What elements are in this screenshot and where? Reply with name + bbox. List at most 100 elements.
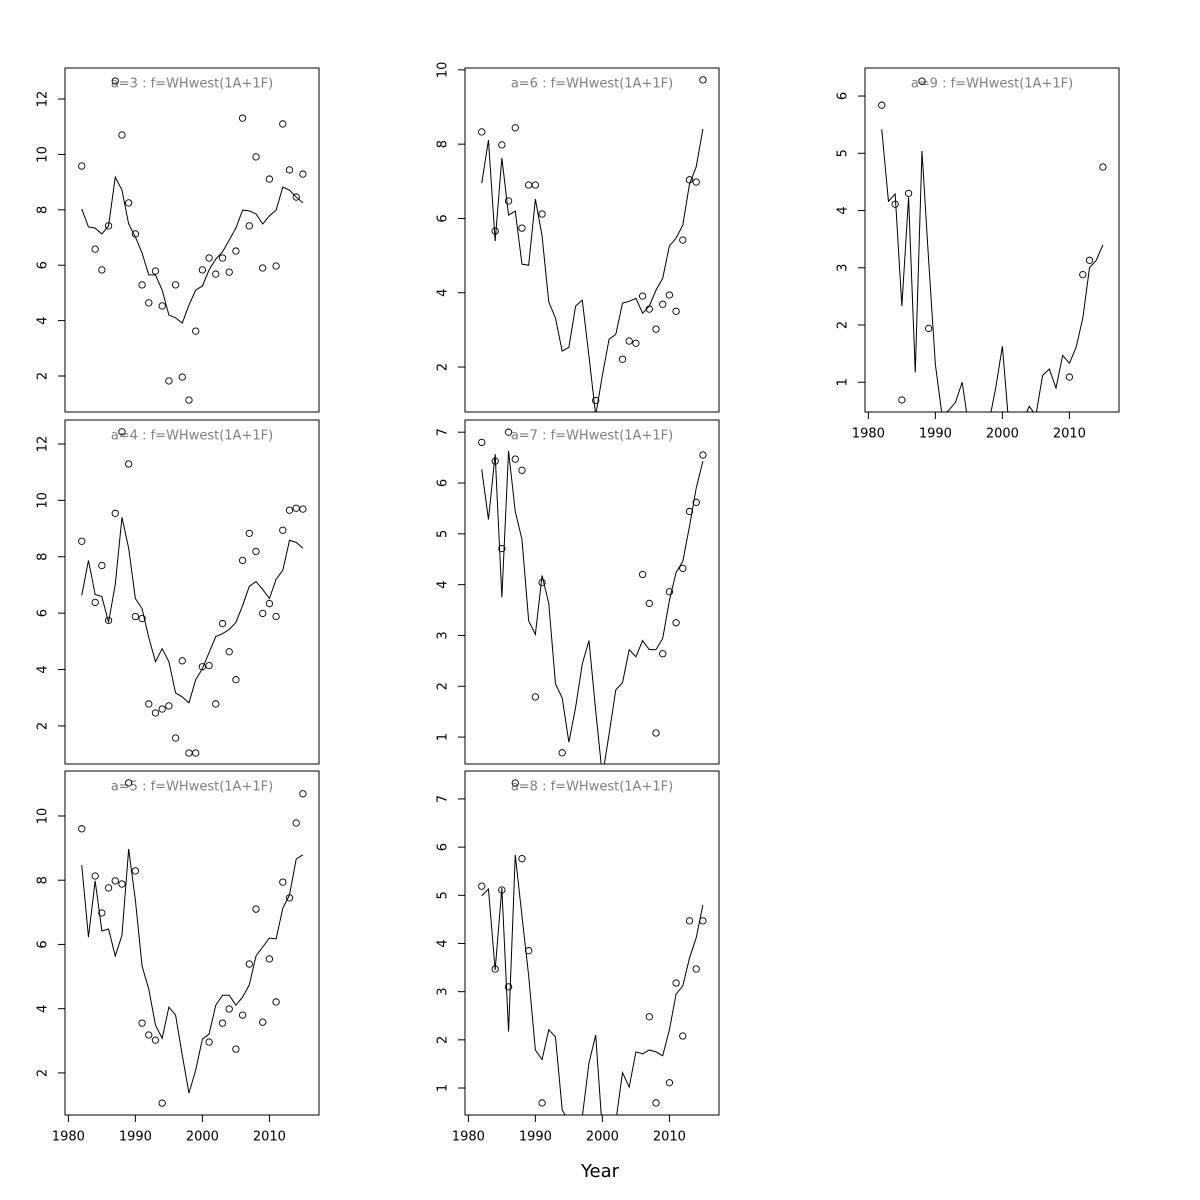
observed-point — [652, 729, 660, 737]
panel: a=5 : f=WHwest(1A+1F) 2 4 6 8 10 1980 1990 2000 2… — [36, 770, 320, 1145]
y-tick-label: 6 — [36, 609, 51, 617]
observed-point — [192, 749, 200, 757]
x-tick-label: 2010 — [1053, 427, 1086, 442]
plot-area — [78, 428, 307, 757]
observed-point — [131, 612, 140, 621]
observed-point — [238, 114, 247, 122]
observed-point — [131, 230, 140, 238]
observed-point — [699, 917, 707, 925]
fitted-line — [481, 854, 704, 1115]
fitted-line — [481, 128, 704, 412]
y-tick-label: 4 — [436, 939, 451, 947]
observed-point — [511, 779, 519, 787]
observed-point — [679, 236, 687, 244]
observed-point — [299, 505, 307, 513]
observed-point — [531, 181, 540, 189]
y-tick-label: 5 — [436, 891, 451, 899]
y-tick-label: 12 — [36, 91, 51, 108]
observed-point — [238, 556, 247, 565]
x-axis-label: Year — [580, 1161, 620, 1182]
y-tick-label: 6 — [36, 261, 51, 269]
observed-point — [898, 396, 906, 404]
observed-point — [685, 917, 694, 925]
x-tick-label: 2000 — [586, 1130, 619, 1145]
observed-point — [111, 509, 119, 517]
observed-point — [665, 588, 674, 596]
observed-point — [645, 599, 653, 608]
observed-point — [525, 181, 533, 189]
observed-point — [171, 281, 180, 289]
observed-point — [125, 199, 133, 207]
observed-point — [225, 268, 233, 276]
observed-point — [925, 324, 933, 333]
plot-area — [478, 428, 707, 764]
plot-frame — [864, 67, 1120, 413]
x-tick-label: 1990 — [919, 427, 952, 442]
observed-point — [232, 247, 240, 255]
observed-point — [259, 609, 267, 618]
observed-point — [98, 909, 106, 917]
observed-point — [645, 305, 653, 313]
observed-point — [151, 1036, 160, 1044]
observed-point — [299, 790, 307, 798]
observed-point — [145, 299, 153, 307]
y-tick-label: 3 — [436, 631, 451, 639]
observed-point — [518, 224, 526, 232]
y-tick-label: 4 — [436, 289, 451, 297]
panel: a=3 : f=WHwest(1A+1F) 2 4 6 8 10 12 — [36, 67, 320, 413]
observed-point — [138, 1019, 146, 1027]
observed-point — [478, 438, 486, 447]
observed-point — [491, 227, 499, 235]
observed-point — [685, 176, 694, 184]
fitted-line — [481, 450, 704, 764]
observed-point — [1079, 270, 1087, 279]
observed-point — [125, 779, 133, 787]
observed-point — [145, 1031, 153, 1039]
observed-point — [138, 614, 146, 623]
plot-frame — [64, 770, 320, 1116]
observed-point — [104, 616, 113, 625]
y-tick-label: 4 — [36, 665, 51, 673]
y-tick-label: 10 — [436, 62, 451, 79]
observed-point — [665, 1079, 674, 1087]
plot-area — [478, 76, 707, 412]
observed-point — [285, 894, 294, 902]
observed-point — [111, 77, 119, 85]
plot-area — [478, 779, 707, 1115]
observed-point — [178, 373, 186, 381]
observed-point — [625, 337, 633, 345]
observed-point — [78, 537, 86, 545]
x-tick-label: 2010 — [253, 1130, 286, 1145]
plot-area — [878, 77, 1107, 412]
observed-point — [652, 325, 660, 333]
observed-point — [692, 965, 700, 973]
observed-point — [679, 1032, 687, 1040]
observed-point — [511, 455, 519, 463]
plot-frame — [464, 67, 720, 413]
panel: a=4 : f=WHwest(1A+1F) 2 4 6 8 10 12 — [36, 419, 320, 765]
x-tick-label: 2000 — [986, 427, 1019, 442]
observed-point — [299, 170, 307, 178]
observed-point — [91, 872, 99, 880]
observed-point — [272, 262, 280, 270]
observed-point — [618, 355, 627, 363]
y-tick-label: 3 — [436, 988, 451, 996]
y-tick-label: 2 — [436, 682, 451, 690]
observed-point — [699, 76, 707, 84]
observed-point — [158, 705, 166, 713]
y-tick-label: 2 — [436, 363, 451, 371]
fitted-line — [81, 517, 304, 704]
y-tick-label: 4 — [836, 206, 851, 214]
observed-point — [259, 264, 267, 272]
panel-title: a=7 : f=WHwest(1A+1F) — [511, 429, 673, 444]
observed-point — [685, 507, 694, 516]
panel-title: a=6 : f=WHwest(1A+1F) — [511, 77, 673, 92]
observed-point — [279, 878, 287, 886]
y-tick-label: 7 — [436, 428, 451, 436]
observed-point — [104, 884, 113, 892]
observed-point — [151, 709, 160, 717]
observed-point — [118, 131, 126, 139]
observed-point — [138, 281, 146, 289]
observed-point — [498, 886, 506, 894]
observed-point — [592, 396, 600, 405]
